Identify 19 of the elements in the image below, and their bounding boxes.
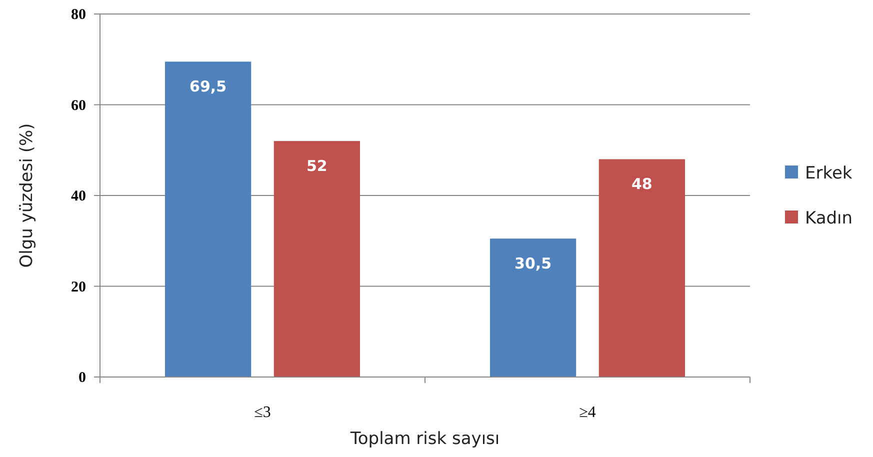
bar: [490, 238, 576, 377]
y-tick-label: 40: [71, 188, 86, 204]
data-label: 48: [632, 175, 652, 194]
x-tick-label: ≥4: [579, 404, 596, 421]
y-axis-title: Olgu yüzdesi (%): [17, 123, 37, 268]
bar: [598, 159, 685, 377]
x-axis-title: Toplam risk sayısı: [349, 429, 500, 449]
data-label: 69,5: [190, 78, 227, 96]
y-tick-label: 0: [78, 370, 86, 386]
bar: [274, 141, 360, 377]
legend-label: Kadın: [805, 208, 853, 228]
x-tick-label: ≤3: [254, 404, 271, 421]
bar: [165, 62, 252, 377]
y-tick-label: 60: [71, 98, 86, 114]
legend-label: Erkek: [805, 164, 852, 184]
y-tick-label: 80: [71, 7, 86, 23]
data-label: 52: [306, 157, 328, 176]
data-label: 30,5: [514, 254, 552, 273]
y-tick-label: 20: [71, 279, 86, 296]
